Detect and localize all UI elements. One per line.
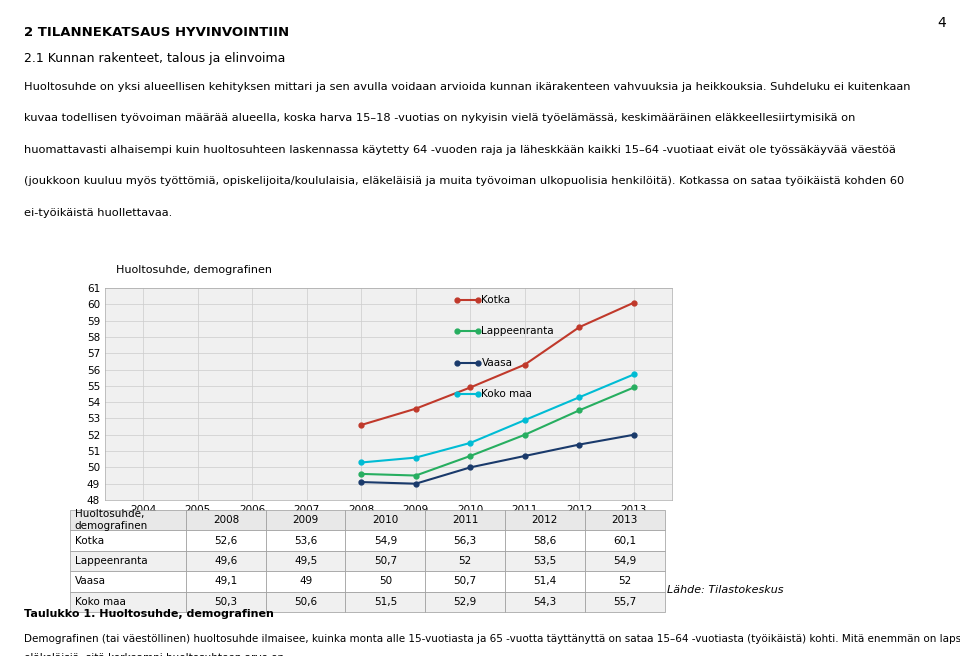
FancyBboxPatch shape bbox=[70, 531, 186, 551]
Text: 2 TILANNEKATSAUS HYVINVOINTIIN: 2 TILANNEKATSAUS HYVINVOINTIIN bbox=[24, 26, 289, 39]
FancyBboxPatch shape bbox=[425, 531, 505, 551]
FancyBboxPatch shape bbox=[346, 531, 425, 551]
Text: 2.1 Kunnan rakenteet, talous ja elinvoima: 2.1 Kunnan rakenteet, talous ja elinvoim… bbox=[24, 52, 285, 66]
Text: 4: 4 bbox=[937, 16, 946, 30]
Text: 50: 50 bbox=[379, 577, 392, 586]
FancyBboxPatch shape bbox=[70, 592, 186, 612]
Text: 2009: 2009 bbox=[293, 515, 319, 525]
FancyBboxPatch shape bbox=[266, 551, 346, 571]
FancyBboxPatch shape bbox=[70, 551, 186, 571]
Text: kuvaa todellisen työvoiman määrää alueella, koska harva 15–18 -vuotias on nykyis: kuvaa todellisen työvoiman määrää alueel… bbox=[24, 113, 855, 123]
FancyBboxPatch shape bbox=[425, 592, 505, 612]
FancyBboxPatch shape bbox=[505, 571, 585, 592]
Text: 2013: 2013 bbox=[612, 515, 638, 525]
FancyBboxPatch shape bbox=[425, 571, 505, 592]
FancyBboxPatch shape bbox=[266, 510, 346, 531]
FancyBboxPatch shape bbox=[585, 531, 665, 551]
Text: 51,5: 51,5 bbox=[373, 597, 397, 607]
Text: 51,4: 51,4 bbox=[533, 577, 557, 586]
Text: Koko maa: Koko maa bbox=[75, 597, 126, 607]
Text: Demografinen (tai väestöllinen) huoltosuhde ilmaisee, kuinka monta alle 15-vuoti: Demografinen (tai väestöllinen) huoltosu… bbox=[24, 634, 960, 644]
Text: Lappeenranta: Lappeenranta bbox=[482, 326, 554, 336]
FancyBboxPatch shape bbox=[70, 571, 186, 592]
Text: (joukkoon kuuluu myös työttömiä, opiskelijoita/koululaisia, eläkeläisiä ja muita: (joukkoon kuuluu myös työttömiä, opiskel… bbox=[24, 176, 904, 186]
FancyBboxPatch shape bbox=[585, 571, 665, 592]
Text: Huoltosuhde, demografinen: Huoltosuhde, demografinen bbox=[116, 265, 273, 276]
Text: 49,6: 49,6 bbox=[214, 556, 237, 566]
Text: Kotka: Kotka bbox=[482, 295, 511, 304]
FancyBboxPatch shape bbox=[346, 592, 425, 612]
Text: 50,6: 50,6 bbox=[294, 597, 317, 607]
FancyBboxPatch shape bbox=[346, 571, 425, 592]
FancyBboxPatch shape bbox=[70, 510, 186, 531]
Text: 60,1: 60,1 bbox=[613, 535, 636, 546]
Text: 53,5: 53,5 bbox=[533, 556, 557, 566]
Text: Lappeenranta: Lappeenranta bbox=[75, 556, 148, 566]
Text: Vaasa: Vaasa bbox=[482, 358, 513, 367]
FancyBboxPatch shape bbox=[505, 531, 585, 551]
FancyBboxPatch shape bbox=[505, 510, 585, 531]
FancyBboxPatch shape bbox=[346, 510, 425, 531]
Text: 2012: 2012 bbox=[532, 515, 558, 525]
FancyBboxPatch shape bbox=[186, 510, 266, 531]
Text: 52,6: 52,6 bbox=[214, 535, 237, 546]
Text: 52,9: 52,9 bbox=[453, 597, 477, 607]
Text: 54,3: 54,3 bbox=[533, 597, 557, 607]
Text: Kotka: Kotka bbox=[75, 535, 104, 546]
Text: 49,5: 49,5 bbox=[294, 556, 317, 566]
FancyBboxPatch shape bbox=[505, 551, 585, 571]
FancyBboxPatch shape bbox=[266, 571, 346, 592]
FancyBboxPatch shape bbox=[266, 592, 346, 612]
Text: 52: 52 bbox=[618, 577, 632, 586]
FancyBboxPatch shape bbox=[585, 551, 665, 571]
Text: 52: 52 bbox=[459, 556, 471, 566]
Text: Lähde: Tilastokeskus: Lähde: Tilastokeskus bbox=[667, 585, 783, 595]
FancyBboxPatch shape bbox=[186, 571, 266, 592]
Text: 50,7: 50,7 bbox=[453, 577, 477, 586]
Text: Taulukko 1. Huoltosuhde, demografinen: Taulukko 1. Huoltosuhde, demografinen bbox=[24, 609, 274, 619]
Text: Huoltosuhde,
demografinen: Huoltosuhde, demografinen bbox=[75, 510, 148, 531]
FancyBboxPatch shape bbox=[425, 510, 505, 531]
Text: 2010: 2010 bbox=[372, 515, 398, 525]
FancyBboxPatch shape bbox=[585, 510, 665, 531]
Text: 54,9: 54,9 bbox=[613, 556, 636, 566]
FancyBboxPatch shape bbox=[186, 592, 266, 612]
Text: 50,7: 50,7 bbox=[373, 556, 396, 566]
Text: ei-työikäistä huollettavaa.: ei-työikäistä huollettavaa. bbox=[24, 208, 172, 218]
Text: eläkeläisiä, sitä korkeampi huoltosuhteen arvo on.: eläkeläisiä, sitä korkeampi huoltosuhtee… bbox=[24, 653, 287, 656]
Text: 54,9: 54,9 bbox=[373, 535, 397, 546]
Text: 55,7: 55,7 bbox=[613, 597, 636, 607]
Text: Vaasa: Vaasa bbox=[75, 577, 106, 586]
Text: Huoltosuhde on yksi alueellisen kehityksen mittari ja sen avulla voidaan arvioid: Huoltosuhde on yksi alueellisen kehityks… bbox=[24, 82, 910, 92]
FancyBboxPatch shape bbox=[425, 551, 505, 571]
FancyBboxPatch shape bbox=[505, 592, 585, 612]
Text: 2008: 2008 bbox=[213, 515, 239, 525]
Text: Koko maa: Koko maa bbox=[482, 389, 533, 399]
Text: 49,1: 49,1 bbox=[214, 577, 237, 586]
Text: 49: 49 bbox=[299, 577, 312, 586]
FancyBboxPatch shape bbox=[585, 592, 665, 612]
Text: 50,3: 50,3 bbox=[214, 597, 237, 607]
FancyBboxPatch shape bbox=[186, 531, 266, 551]
FancyBboxPatch shape bbox=[186, 551, 266, 571]
FancyBboxPatch shape bbox=[266, 531, 346, 551]
Text: 2011: 2011 bbox=[452, 515, 478, 525]
Text: 53,6: 53,6 bbox=[294, 535, 317, 546]
Text: 56,3: 56,3 bbox=[453, 535, 477, 546]
Text: 58,6: 58,6 bbox=[533, 535, 557, 546]
Text: huomattavasti alhaisempi kuin huoltosuhteen laskennassa käytetty 64 -vuoden raja: huomattavasti alhaisempi kuin huoltosuht… bbox=[24, 145, 896, 155]
FancyBboxPatch shape bbox=[346, 551, 425, 571]
